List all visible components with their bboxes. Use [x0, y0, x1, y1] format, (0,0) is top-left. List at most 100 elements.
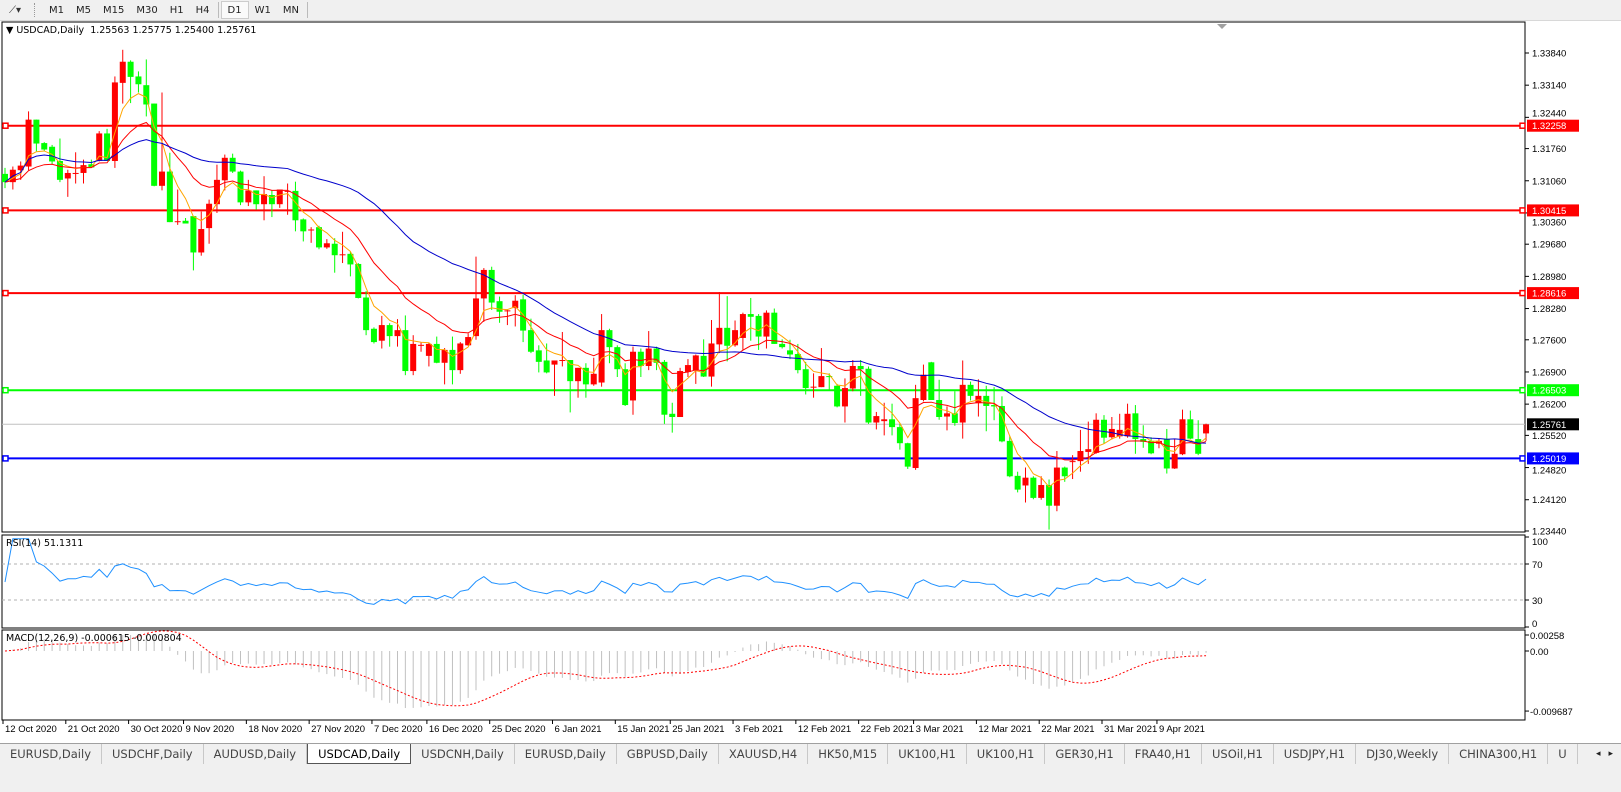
scroll-right-icon[interactable]: ▸ — [1608, 749, 1613, 759]
candle-body — [582, 367, 589, 385]
macd-tick-label: -0.009687 — [1530, 707, 1573, 718]
candle-body — [119, 61, 126, 83]
candle-body — [1132, 413, 1139, 440]
candle — [771, 308, 778, 344]
candle — [1132, 405, 1139, 454]
candle — [1038, 476, 1045, 500]
timeframe-w1-button[interactable]: W1 — [254, 4, 271, 16]
price-tick-label: 1.33840 — [1532, 49, 1566, 60]
candle-body — [1030, 477, 1037, 498]
candle-body — [292, 190, 299, 221]
candle-body — [80, 165, 87, 173]
chart-tab[interactable]: AUDUSD,Daily — [204, 744, 308, 764]
price-tick-label: 1.28980 — [1532, 272, 1566, 283]
ohlc-readout: 1.25563 1.25775 1.25400 1.25761 — [90, 25, 257, 36]
chart-tab[interactable]: USDCHF,Daily — [102, 744, 204, 764]
candle-body — [637, 351, 644, 366]
timeframe-m5-button[interactable]: M5 — [76, 4, 91, 16]
candle — [998, 396, 1005, 443]
candle-body — [645, 348, 652, 366]
rsi-line — [4, 538, 1207, 605]
price-tick-label: 1.29680 — [1532, 240, 1566, 251]
candle — [1101, 415, 1107, 444]
candle-body — [614, 347, 621, 370]
candle — [889, 403, 896, 436]
timeframe-m15-button[interactable]: M15 — [103, 4, 125, 16]
candle-body — [308, 229, 315, 231]
candle — [41, 142, 48, 152]
candle-body — [268, 195, 275, 205]
chart-tab[interactable]: UK100,H1 — [967, 744, 1046, 764]
candle-body — [159, 171, 165, 186]
scroll-left-icon[interactable]: ◂ — [1595, 749, 1601, 759]
candle-body — [818, 376, 825, 388]
candle — [716, 291, 723, 354]
candle-body — [527, 330, 534, 352]
toolbar-grip[interactable] — [34, 3, 39, 17]
price-tick-label: 1.31760 — [1532, 144, 1566, 155]
timeframe-d1-button[interactable]: D1 — [220, 1, 249, 19]
candle — [739, 312, 746, 350]
level-anchor-handle — [2, 122, 9, 129]
candle — [25, 111, 32, 171]
candle-body — [465, 337, 472, 346]
level-anchor-handle — [2, 207, 9, 214]
level-anchor-handle — [1519, 455, 1526, 462]
line-tools-icon[interactable]: ⟋▾ — [8, 4, 22, 16]
candle — [284, 183, 291, 215]
candle-body — [1124, 413, 1131, 437]
chart-tab[interactable]: USDJPY,H1 — [1274, 744, 1357, 764]
chart-tab[interactable]: DJ30,Weekly — [1356, 744, 1450, 764]
chart-tab[interactable]: GBPUSD,Daily — [617, 744, 719, 764]
candle-body — [1014, 475, 1021, 490]
candle-body — [755, 315, 762, 337]
candle-body — [1179, 419, 1186, 455]
candle-body — [229, 157, 236, 172]
candle-body — [998, 405, 1005, 442]
timeframe-m1-button[interactable]: M1 — [49, 4, 64, 16]
candle — [920, 364, 927, 402]
candle-body — [213, 179, 220, 205]
chart-tab[interactable]: GER30,H1 — [1045, 744, 1125, 764]
timeframe-h4-button[interactable]: H4 — [195, 4, 210, 16]
timeframe-h1-button[interactable]: H1 — [169, 4, 184, 16]
chart-tab[interactable]: FRA40,H1 — [1125, 744, 1202, 764]
candle — [88, 159, 95, 168]
chart-tab[interactable]: CHINA300,H1 — [1449, 744, 1549, 764]
date-tick-label: 25 Jan 2021 — [672, 724, 724, 735]
chart-tab[interactable]: HK50,M15 — [808, 744, 889, 764]
timeframe-mn-button[interactable]: MN — [282, 4, 299, 16]
date-tick-label: 12 Oct 2020 — [5, 724, 57, 735]
chart-tab[interactable]: USDCAD,Daily — [307, 744, 412, 764]
candle — [402, 315, 409, 376]
chart-tab[interactable]: USOil,H1 — [1202, 744, 1274, 764]
price-tick-label: 1.30360 — [1532, 217, 1566, 228]
candle — [64, 169, 71, 197]
moving-average-line-3 — [4, 139, 1207, 444]
chart-canvas[interactable]: 1.33840 1.33140 1.32440 1.31760 1.31060 1.303… — [0, 0, 1621, 742]
candle-body — [700, 355, 707, 377]
candle-body — [363, 297, 370, 331]
timeframe-m30-button[interactable]: M30 — [136, 4, 158, 16]
candle — [143, 59, 150, 117]
candle-body — [936, 399, 943, 418]
collapse-triangle-icon[interactable]: ▼ — [6, 25, 17, 36]
candle-body — [504, 310, 511, 312]
rsi-tick-label: 30 — [1532, 596, 1543, 607]
candle — [865, 366, 872, 424]
chart-tab[interactable]: EURUSD,Daily — [515, 744, 617, 764]
candle-body — [2, 173, 8, 183]
chart-tab[interactable]: UK100,H1 — [888, 744, 967, 764]
candle — [347, 252, 354, 277]
candle-body — [904, 443, 911, 467]
rsi-tick-label: 100 — [1532, 537, 1548, 548]
symbol-title: USDCAD,Daily — [16, 25, 85, 36]
chart-tab[interactable]: USDCNH,Daily — [411, 744, 515, 764]
date-tick-label: 12 Feb 2021 — [798, 724, 851, 735]
chart-tab[interactable]: U — [1548, 744, 1578, 764]
chart-tab[interactable]: XAUUSD,H4 — [719, 744, 809, 764]
moving-average-line-1 — [4, 93, 1207, 488]
date-tick-label: 25 Dec 2020 — [492, 724, 546, 735]
chart-tab[interactable]: EURUSD,Daily — [0, 744, 102, 764]
candle — [802, 361, 809, 395]
